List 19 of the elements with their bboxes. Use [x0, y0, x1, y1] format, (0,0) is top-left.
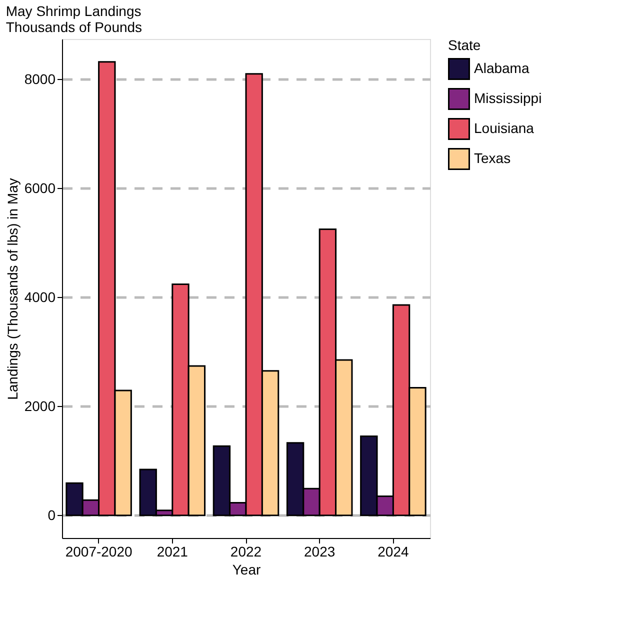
x-tick-label: 2022 [230, 544, 262, 560]
y-axis-title: Landings (Thousands of lbs) in May [4, 178, 20, 400]
y-tick-label: 8000 [24, 70, 56, 87]
legend-title: State [448, 37, 481, 53]
legend-label: Louisiana [474, 120, 534, 136]
legend-label: Mississippi [474, 90, 542, 106]
legend-label: Alabama [474, 60, 530, 76]
y-tick-label: 4000 [24, 288, 56, 305]
y-tick-label: 6000 [24, 180, 56, 196]
y-tick-label: 2000 [24, 398, 56, 414]
legend-label: Texas [474, 150, 511, 166]
chart-subtitle: Thousands of Pounds [6, 19, 142, 35]
x-tick-label: 2021 [156, 544, 188, 560]
x-axis-title: Year [232, 562, 261, 578]
x-tick-label: 2024 [378, 544, 409, 560]
x-tick-label: 2007-2020 [65, 544, 132, 560]
chart-title: May Shrimp Landings [6, 3, 142, 19]
x-tick-label: 2023 [304, 544, 336, 560]
y-tick-label: 0 [48, 506, 56, 523]
